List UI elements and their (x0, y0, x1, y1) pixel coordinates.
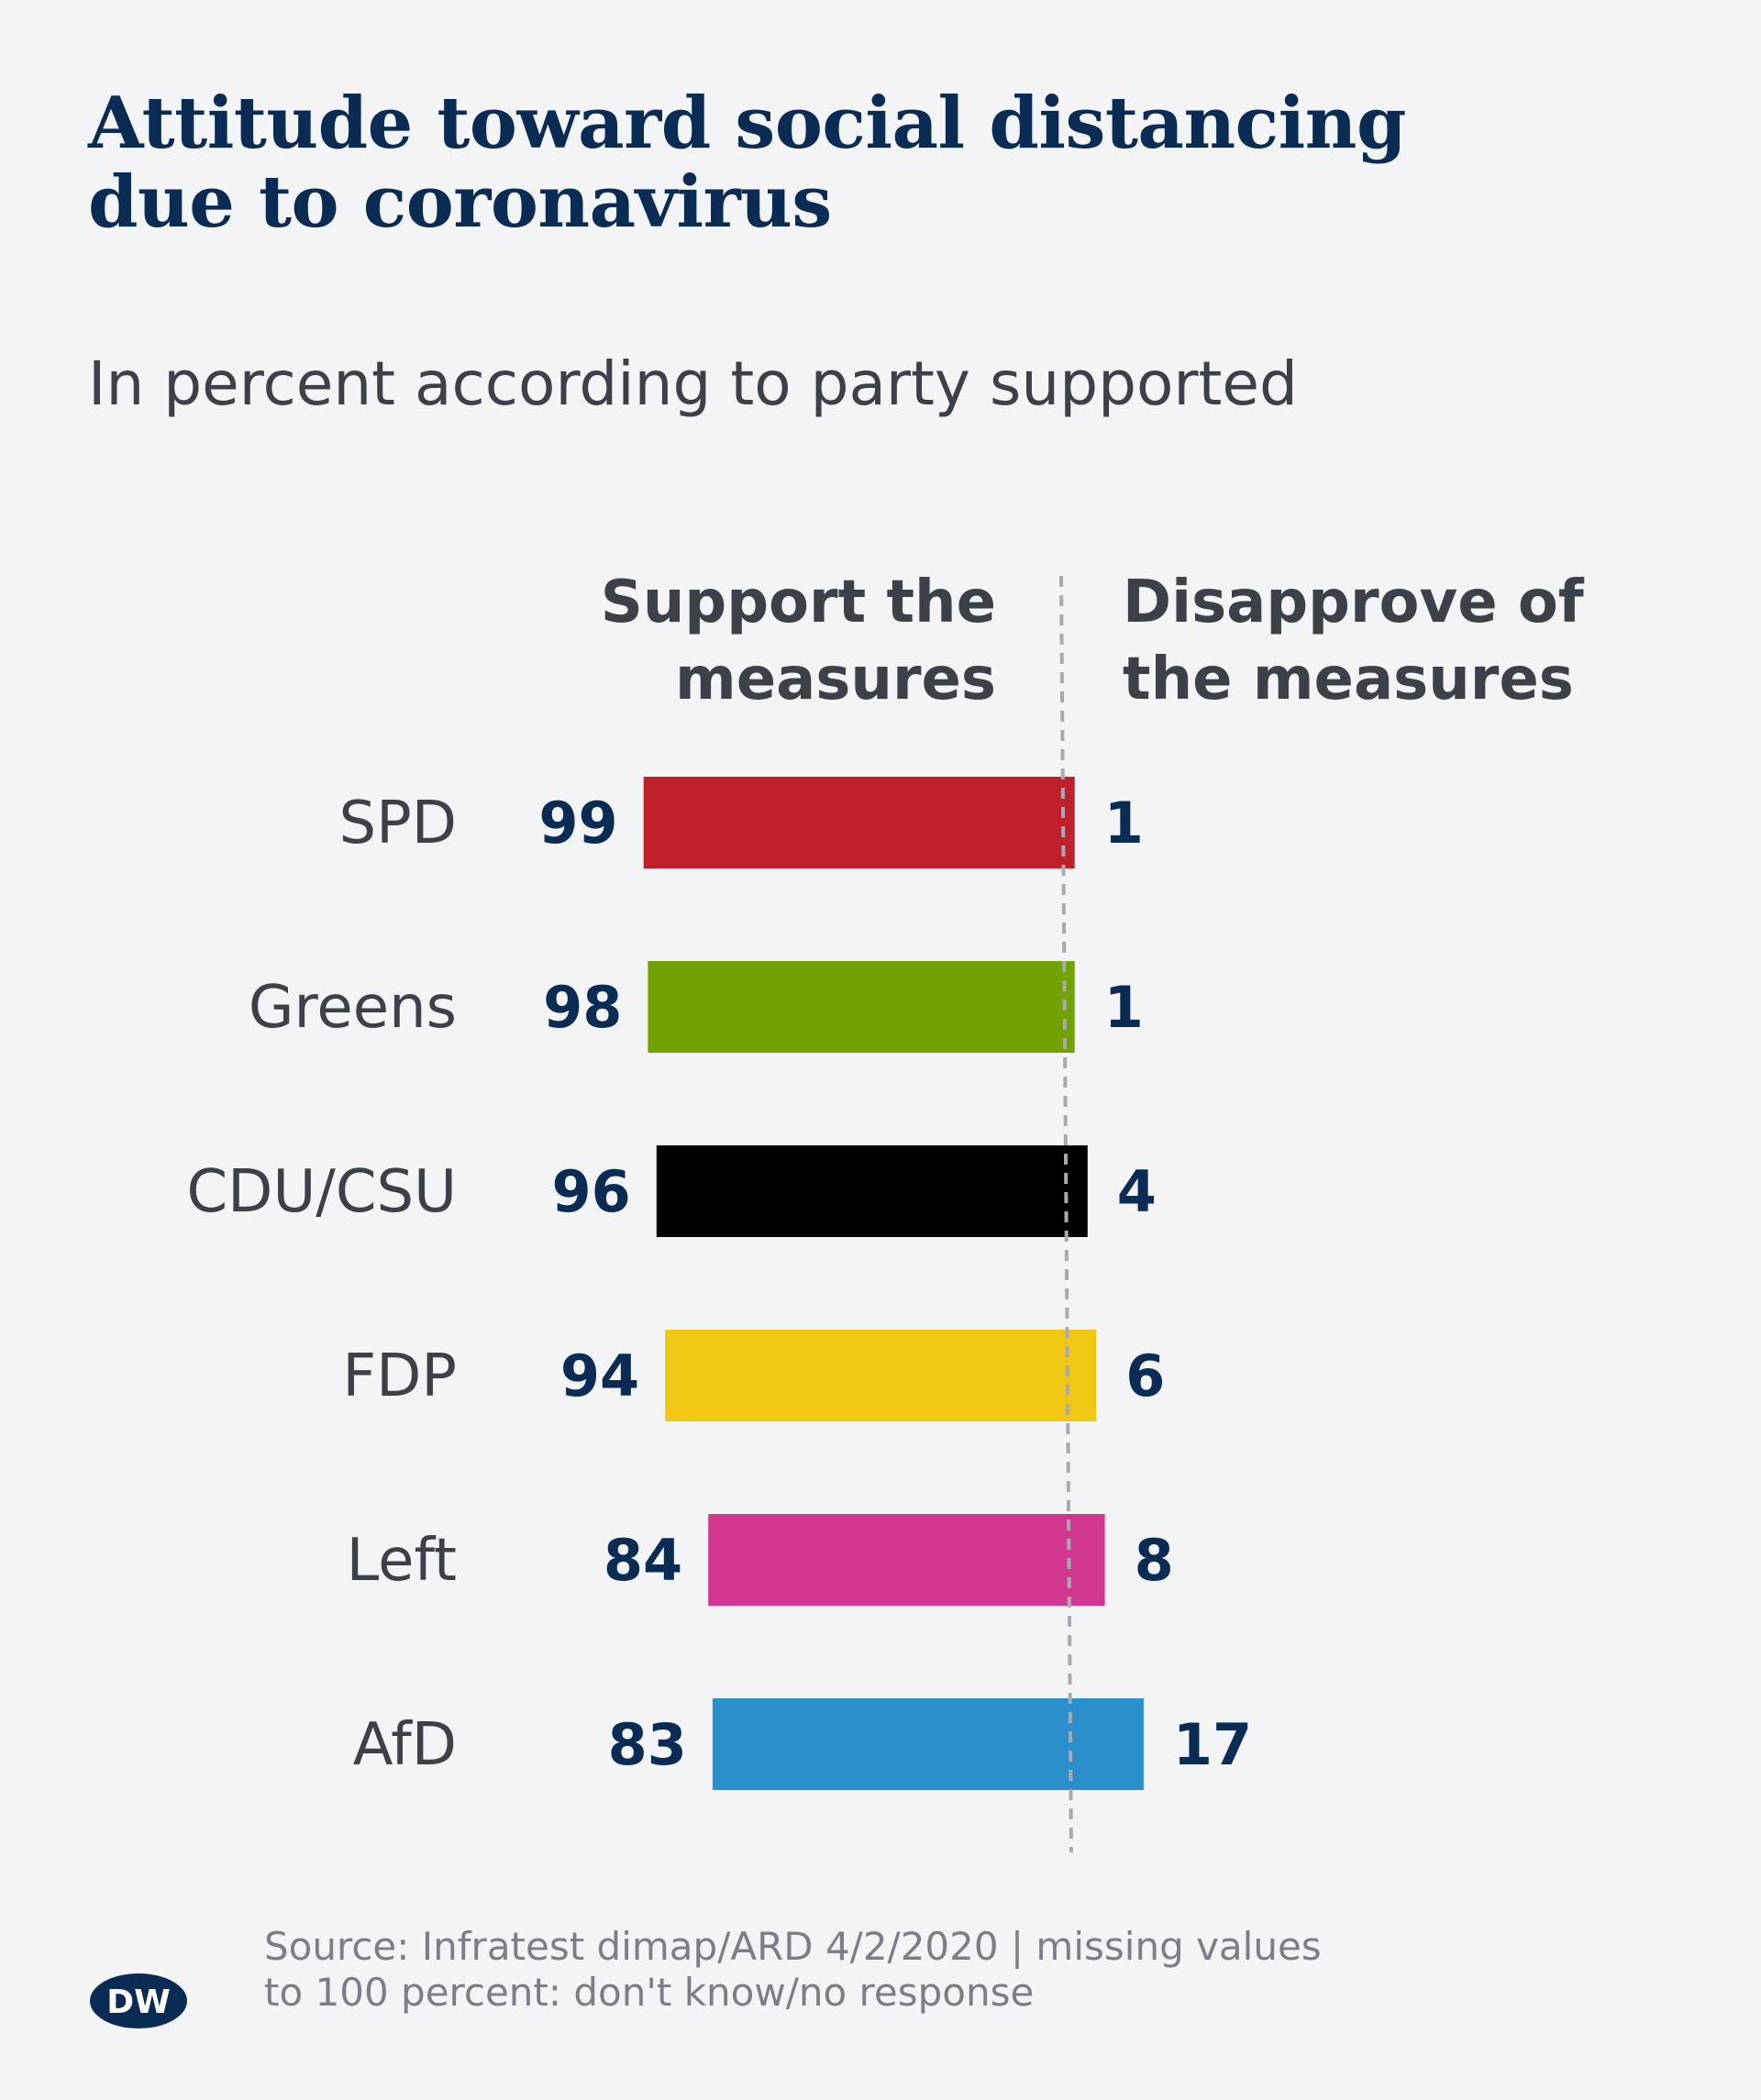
category-label-left: Left (347, 1527, 457, 1595)
support-value-greens: 98 (543, 974, 622, 1041)
disapprove-header-line-2: the measures (1123, 646, 1574, 713)
bar-spd (643, 777, 1075, 868)
support-value-left: 84 (604, 1527, 682, 1594)
dw-logo-text: DW (106, 1984, 171, 2021)
disapprove-header-line-1: Disapprove of (1123, 569, 1584, 636)
support-header-line-2: measures (675, 646, 996, 713)
disapprove-value-afd: 17 (1173, 1711, 1252, 1778)
source-line-1: Source: Infratest dimap/ARD 4/2/2020 | m… (264, 1924, 1322, 1969)
disapprove-value-left: 8 (1135, 1527, 1174, 1594)
support-value-spd: 99 (538, 790, 617, 857)
center-divider-line (1059, 575, 1073, 1853)
bar-cdu-csu (656, 1145, 1088, 1237)
category-label-spd: SPD (339, 790, 458, 857)
source-note: Source: Infratest dimap/ARD 4/2/2020 | m… (264, 1924, 1322, 2016)
bar-fdp (665, 1330, 1097, 1421)
dw-logo: DW (90, 1973, 187, 2028)
bar-left (708, 1514, 1105, 1606)
disapprove-value-cdu-csu: 4 (1117, 1158, 1157, 1225)
support-column-header: Support the measures (550, 564, 996, 718)
chart-subtitle: In percent according to party supported (88, 348, 1298, 419)
title-line-2: due to coronavirus (88, 160, 832, 244)
chart-title: Attitude toward social distancing due to… (88, 84, 1647, 242)
support-value-cdu-csu: 96 (552, 1158, 631, 1225)
disapprove-column-header: Disapprove of the measures (1123, 564, 1673, 718)
disapprove-value-spd: 1 (1104, 790, 1144, 857)
disapprove-value-fdp: 6 (1125, 1343, 1165, 1409)
category-label-fdp: FDP (342, 1343, 457, 1410)
support-value-fdp: 94 (560, 1343, 639, 1409)
support-value-afd: 83 (608, 1711, 687, 1778)
bar-greens (648, 961, 1075, 1053)
dw-logo-badge (90, 1973, 187, 2028)
support-header-line-1: Support the (600, 569, 996, 636)
title-line-1: Attitude toward social distancing (88, 82, 1407, 165)
category-label-cdu-csu: CDU/CSU (186, 1158, 457, 1226)
bar-afd (712, 1698, 1144, 1790)
source-line-2: to 100 percent: don't know/no response (264, 1970, 1035, 2015)
category-label-afd: AfD (353, 1711, 457, 1779)
category-label-greens: Greens (249, 974, 457, 1042)
disapprove-value-greens: 1 (1104, 974, 1144, 1041)
